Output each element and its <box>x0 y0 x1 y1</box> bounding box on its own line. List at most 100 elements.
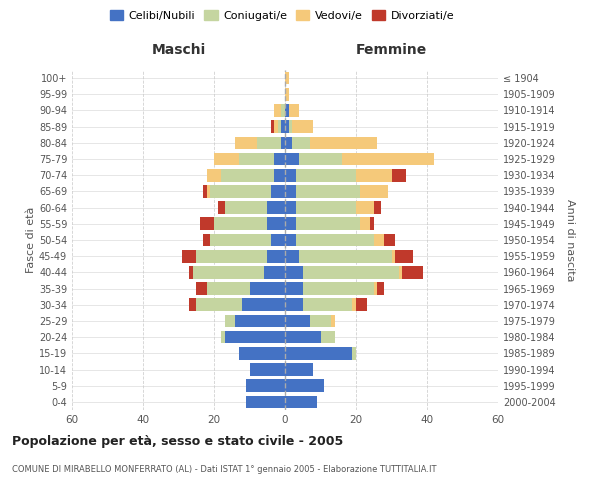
Bar <box>214 152 239 166</box>
Bar <box>182 250 196 262</box>
Bar <box>285 218 296 230</box>
Bar <box>285 120 289 133</box>
Bar <box>235 314 285 328</box>
Bar <box>292 120 313 133</box>
Bar <box>214 218 267 230</box>
Bar <box>285 152 299 166</box>
Bar <box>331 314 335 328</box>
Bar <box>303 298 352 311</box>
Bar <box>385 234 395 246</box>
Bar <box>221 169 274 181</box>
Bar <box>310 136 377 149</box>
Bar <box>292 136 310 149</box>
Bar <box>207 282 250 295</box>
Bar <box>342 152 434 166</box>
Bar <box>285 88 289 101</box>
Bar <box>303 266 398 278</box>
Bar <box>285 266 303 278</box>
Bar <box>289 120 292 133</box>
Bar <box>356 169 392 181</box>
Bar <box>356 202 374 214</box>
Bar <box>285 298 303 311</box>
Bar <box>189 266 193 278</box>
Bar <box>299 152 342 166</box>
Bar <box>203 234 211 246</box>
Bar <box>196 298 242 311</box>
Bar <box>274 104 281 117</box>
Bar <box>370 218 374 230</box>
Bar <box>274 169 285 181</box>
Bar <box>224 202 267 214</box>
Bar <box>285 234 296 246</box>
Bar <box>285 185 296 198</box>
Bar <box>211 234 271 246</box>
Bar <box>285 202 296 214</box>
Y-axis label: Fasce di età: Fasce di età <box>26 207 36 273</box>
Bar <box>200 218 214 230</box>
Bar <box>211 185 271 198</box>
Bar <box>196 282 207 295</box>
Text: Popolazione per età, sesso e stato civile - 2005: Popolazione per età, sesso e stato civil… <box>12 435 343 448</box>
Bar <box>352 298 356 311</box>
Bar <box>395 250 413 262</box>
Bar <box>392 250 395 262</box>
Bar <box>267 250 285 262</box>
Bar <box>281 136 285 149</box>
Bar <box>274 152 285 166</box>
Bar <box>189 298 196 311</box>
Text: Maschi: Maschi <box>151 43 206 57</box>
Bar <box>267 218 285 230</box>
Bar <box>356 298 367 311</box>
Bar <box>207 169 221 181</box>
Bar <box>224 331 285 344</box>
Bar <box>359 218 370 230</box>
Bar <box>235 136 257 149</box>
Bar <box>377 282 385 295</box>
Bar <box>398 266 402 278</box>
Bar <box>193 266 264 278</box>
Text: Femmine: Femmine <box>356 43 427 57</box>
Bar <box>218 202 224 214</box>
Bar <box>271 185 285 198</box>
Y-axis label: Anni di nascita: Anni di nascita <box>565 198 575 281</box>
Legend: Celibi/Nubili, Coniugati/e, Vedovi/e, Divorziati/e: Celibi/Nubili, Coniugati/e, Vedovi/e, Di… <box>106 6 458 25</box>
Bar <box>224 314 235 328</box>
Bar <box>207 185 211 198</box>
Bar <box>274 120 278 133</box>
Bar <box>296 202 356 214</box>
Bar <box>281 104 285 117</box>
Bar <box>289 104 299 117</box>
Bar <box>267 202 285 214</box>
Bar <box>359 185 388 198</box>
Bar <box>285 396 317 408</box>
Bar <box>285 104 289 117</box>
Bar <box>239 152 274 166</box>
Bar <box>246 380 285 392</box>
Bar <box>285 347 352 360</box>
Bar <box>299 250 392 262</box>
Bar <box>250 282 285 295</box>
Bar <box>285 282 303 295</box>
Bar <box>257 136 281 149</box>
Bar <box>271 120 274 133</box>
Bar <box>264 266 285 278</box>
Bar <box>402 266 424 278</box>
Bar <box>285 314 310 328</box>
Bar <box>242 298 285 311</box>
Bar <box>285 136 292 149</box>
Bar <box>285 72 289 85</box>
Bar <box>203 185 207 198</box>
Bar <box>285 169 296 181</box>
Bar <box>392 169 406 181</box>
Bar <box>221 331 224 344</box>
Bar <box>281 120 285 133</box>
Bar <box>246 396 285 408</box>
Bar <box>296 185 359 198</box>
Text: COMUNE DI MIRABELLO MONFERRATO (AL) - Dati ISTAT 1° gennaio 2005 - Elaborazione : COMUNE DI MIRABELLO MONFERRATO (AL) - Da… <box>12 465 437 474</box>
Bar <box>296 169 356 181</box>
Bar <box>296 234 374 246</box>
Bar <box>285 380 324 392</box>
Bar <box>196 250 267 262</box>
Bar <box>285 363 313 376</box>
Bar <box>250 363 285 376</box>
